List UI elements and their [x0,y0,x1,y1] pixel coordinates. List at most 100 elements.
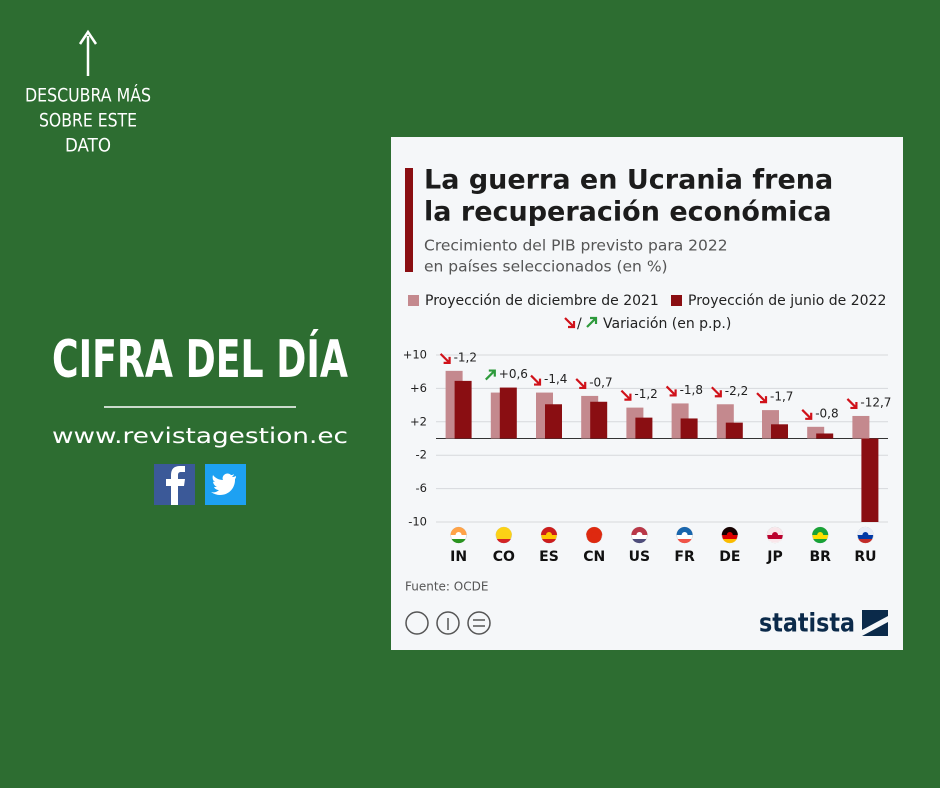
brand-logo-stripe [862,616,888,636]
flag-part [721,527,738,535]
flag-part [450,527,467,535]
license-icons [405,611,491,635]
x-tick-label: CO [493,549,515,565]
variation-arrow [801,409,813,420]
variation-arrow [846,398,858,410]
chart-subtitle: en países seleccionados (en %) [424,258,668,276]
legend-label: Variación (en p.p.) [603,316,731,332]
variation-arrow [620,389,632,401]
y-tick-label: +2 [410,414,427,428]
variation-arrow [575,378,587,390]
flag-part [631,527,648,535]
bar [499,387,517,439]
variation-label: -1,2 [454,350,477,364]
x-tick-label: ES [539,549,559,565]
flag-part [451,539,466,544]
y-tick-label: +6 [410,381,427,395]
variation-arrow [665,385,677,397]
twitter-glyph [211,473,236,495]
flag-mid [591,532,598,538]
bar [861,438,879,522]
variation-arrow [530,374,542,386]
variation-arrow [564,317,576,329]
flag-part [495,527,512,535]
y-tick-label: -6 [416,481,427,495]
flag-part [857,527,874,535]
title-accent [405,168,413,272]
flag-part [496,539,511,544]
legend-swatch [408,295,419,306]
variation-label: -12,7 [860,395,891,409]
bar [725,422,743,439]
flag-part [632,539,647,544]
flag-part [587,539,602,544]
variation-label: -1,2 [634,387,657,401]
brand: statista [759,609,855,639]
flag-part [813,539,828,544]
flag-part [542,539,556,544]
flag-mid [817,532,824,538]
chart-title: la recuperación económica [424,197,832,228]
bar [454,380,472,439]
flag-part [767,527,783,535]
variation-label: -0,7 [589,375,612,389]
variation-label: -1,8 [680,383,703,397]
arrow-head [78,29,98,45]
variation-arrow [756,392,768,404]
facebook-glyph [166,466,185,505]
y-tick-label: -2 [416,448,427,462]
cta-line: SOBRE ESTE [39,110,137,132]
variation-label: -1,7 [770,390,793,404]
chart-title: La guerra en Ucrania frena [424,165,833,196]
x-tick-label: CN [583,549,605,565]
bar [680,418,698,439]
bar [807,426,825,439]
variation-arrow [711,386,722,398]
cta-line: DATO [65,135,111,157]
flag-mid [772,532,778,538]
flag-part [677,539,692,544]
flag-part [722,539,737,544]
variation-label: +0,6 [499,367,528,381]
chart-subtitle: Crecimiento del PIB previsto para 2022 [424,237,728,255]
flag-mid [455,532,462,538]
flag-mid [862,532,869,538]
cta-line: DESCUBRA MÁS [25,84,151,107]
flag-part [812,527,829,535]
bar [635,417,653,439]
variation-arrow [485,369,496,381]
x-tick-label: US [629,549,650,565]
y-tick-label: -10 [408,515,427,529]
flag-part [541,527,557,535]
flag-mid [636,532,643,538]
headline: CIFRA DEL DÍA [52,329,348,390]
flag-part [858,539,873,544]
flag-mid [500,532,507,538]
legend-swatch [671,295,682,306]
variation-label: -0,8 [815,406,838,420]
bar [852,415,870,439]
variation-label: -1,4 [544,372,567,386]
bar [545,404,562,439]
legend-slash: / [577,316,582,332]
bar [816,433,834,439]
flag-mid [681,532,688,538]
bar [771,424,788,439]
bar [590,401,608,439]
flag-mid [726,532,733,538]
flag-part [768,539,782,544]
chart-card [391,137,903,650]
cta: DESCUBRA MÁS SOBRE ESTE DATO [25,84,151,157]
x-tick-label: JP [766,549,782,565]
legend-label: Proyección de junio de 2022 [688,293,886,309]
flag-part [586,527,603,535]
y-tick-label: +10 [403,348,427,362]
x-tick-label: BR [809,549,831,565]
variation-arrow [439,353,451,364]
website: www.revistagestion.ec [52,424,348,448]
variation-arrow [586,316,598,328]
x-tick-label: IN [450,549,467,565]
variation-label: -2,2 [725,384,748,398]
